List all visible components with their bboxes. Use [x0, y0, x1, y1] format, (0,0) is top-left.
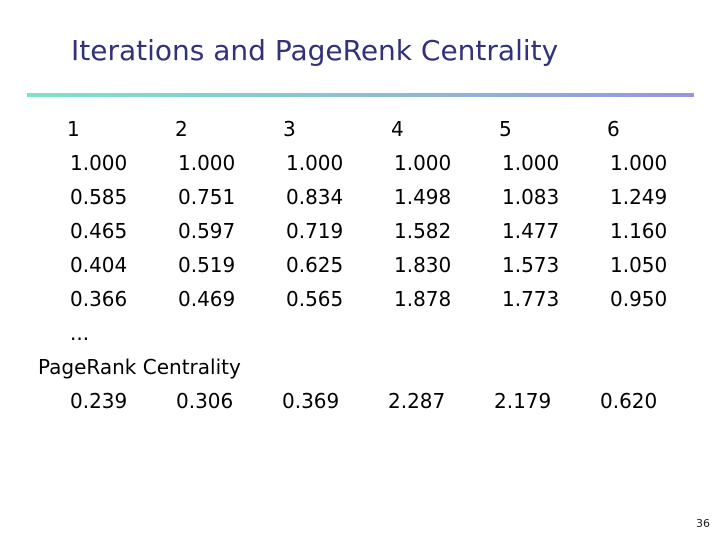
- table-row: 0.366 0.469 0.565 1.878 1.773 0.950: [58, 282, 706, 316]
- table-cell: 1.000: [610, 151, 668, 175]
- table-cell: 1.830: [394, 253, 452, 277]
- table-cell: 1.000: [70, 151, 128, 175]
- table-cell: 1.000: [178, 151, 236, 175]
- table-row: 0.465 0.597 0.719 1.582 1.477 1.160: [58, 214, 706, 248]
- table-cell: 1.000: [502, 151, 560, 175]
- footer-value-cell: 0.369: [282, 389, 340, 413]
- table-row: 0.585 0.751 0.834 1.498 1.083 1.249: [58, 180, 706, 214]
- table-cell: 1.249: [610, 185, 668, 209]
- iteration-table: 1 2 3 4 5 6 1.000 1.000 1.000 1.000 1.00…: [38, 112, 706, 418]
- table-cell: 1.000: [394, 151, 452, 175]
- footer-label-row: PageRank Centrality: [38, 350, 706, 384]
- footer-value-cell: 0.620: [600, 389, 658, 413]
- table-cell: 0.625: [286, 253, 344, 277]
- table-cell: 0.950: [610, 287, 668, 311]
- table-cell: 0.404: [70, 253, 128, 277]
- table-cell: 0.469: [178, 287, 236, 311]
- column-header: 4: [391, 117, 404, 141]
- table-cell: 1.000: [286, 151, 344, 175]
- table-cell: 0.565: [286, 287, 344, 311]
- ellipsis-row: ...: [58, 316, 706, 350]
- column-header: 1: [67, 117, 80, 141]
- table-cell: 0.597: [178, 219, 236, 243]
- pagerank-centrality-label: PageRank Centrality: [38, 355, 241, 379]
- table-cell: 0.585: [70, 185, 128, 209]
- slide-number: 36: [696, 517, 710, 530]
- table-cell: 1.477: [502, 219, 560, 243]
- table-cell: 0.834: [286, 185, 344, 209]
- table-cell: 1.773: [502, 287, 560, 311]
- footer-value-cell: 0.239: [70, 389, 128, 413]
- table-cell: 1.878: [394, 287, 452, 311]
- ellipsis-text: ...: [70, 321, 90, 345]
- footer-value-cell: 2.179: [494, 389, 552, 413]
- column-header: 2: [175, 117, 188, 141]
- column-header: 3: [283, 117, 296, 141]
- table-row: 1.000 1.000 1.000 1.000 1.000 1.000: [58, 146, 706, 180]
- table-cell: 0.519: [178, 253, 236, 277]
- table-cell: 1.160: [610, 219, 668, 243]
- column-header: 5: [499, 117, 512, 141]
- table-cell: 1.573: [502, 253, 560, 277]
- table-cell: 1.582: [394, 219, 452, 243]
- table-cell: 1.050: [610, 253, 668, 277]
- table-header-row: 1 2 3 4 5 6: [58, 112, 706, 146]
- table-footer-row: 0.239 0.306 0.369 2.287 2.179 0.620: [58, 384, 706, 418]
- table-cell: 1.498: [394, 185, 452, 209]
- title-divider-rule: [27, 93, 694, 97]
- column-header: 6: [607, 117, 620, 141]
- table-cell: 0.719: [286, 219, 344, 243]
- table-cell: 0.465: [70, 219, 128, 243]
- table-row: 0.404 0.519 0.625 1.830 1.573 1.050: [58, 248, 706, 282]
- footer-value-cell: 2.287: [388, 389, 446, 413]
- page-title: Iterations and PageRenk Centrality: [71, 34, 559, 67]
- table-cell: 0.751: [178, 185, 236, 209]
- table-cell: 0.366: [70, 287, 128, 311]
- footer-value-cell: 0.306: [176, 389, 234, 413]
- table-cell: 1.083: [502, 185, 560, 209]
